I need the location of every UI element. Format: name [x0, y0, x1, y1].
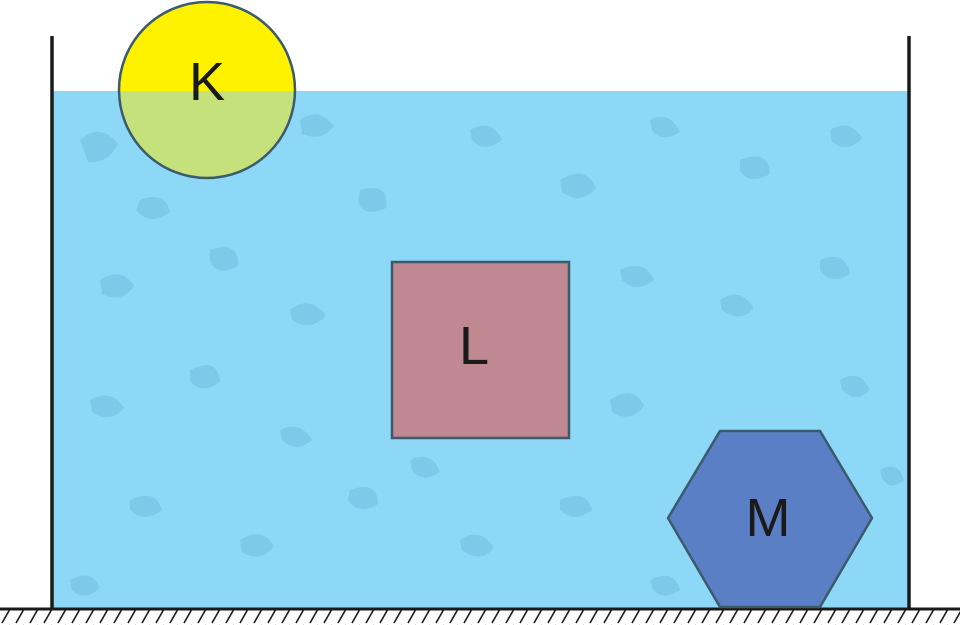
object-k-submerged-part: [119, 91, 295, 178]
ground-hatching: [0, 610, 960, 625]
ground: [0, 607, 960, 625]
object-l-label: L: [459, 316, 489, 376]
object-l: L: [390, 260, 571, 440]
object-m-label: M: [746, 488, 791, 548]
water-texture: [70, 114, 904, 596]
object-m: M: [666, 429, 874, 609]
object-m-body: [666, 429, 874, 609]
object-l-body: [390, 260, 571, 440]
object-k-label: K: [189, 52, 225, 112]
object-k: K: [117, 0, 297, 180]
object-k-outline: [117, 0, 297, 180]
